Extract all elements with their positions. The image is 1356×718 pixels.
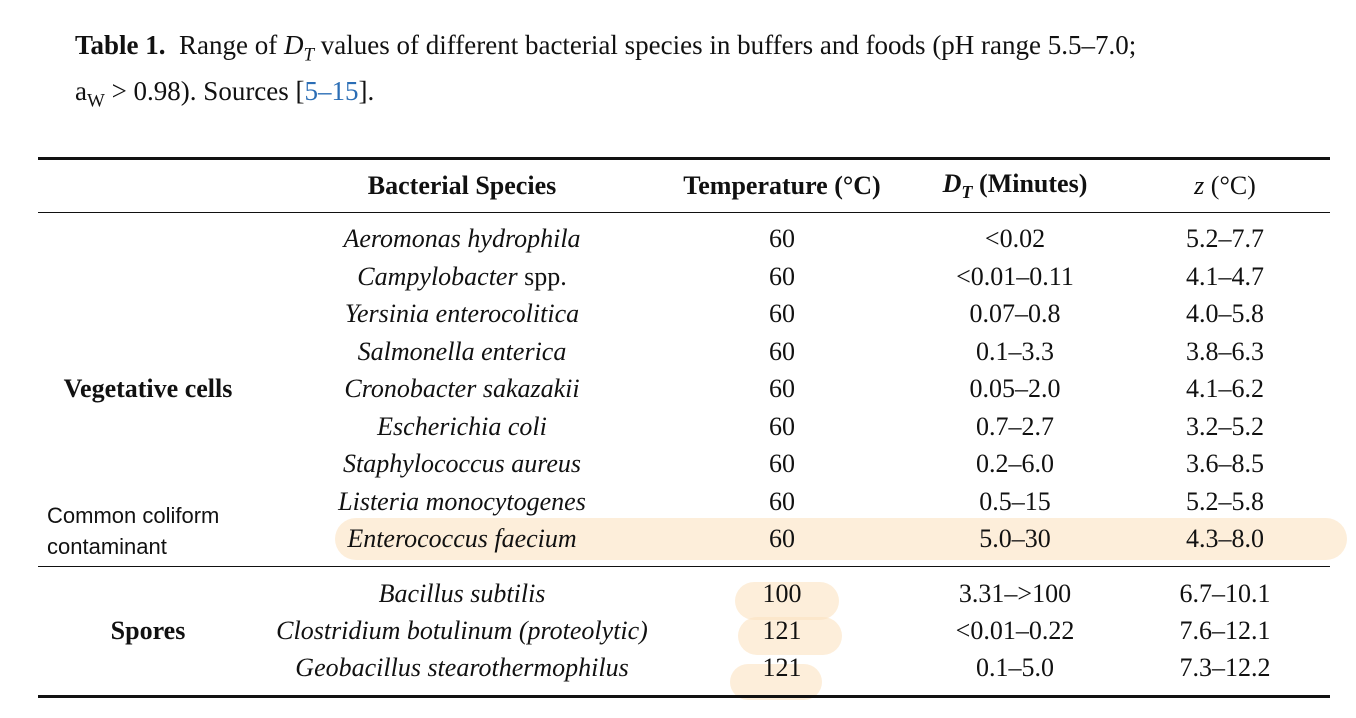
cell-species: Clostridium botulinum (proteolytic) — [276, 616, 648, 646]
annotation-line2: contaminant — [47, 534, 167, 559]
cell-species: Bacillus subtilis — [379, 579, 546, 609]
aw-symbol: a — [75, 76, 87, 106]
annotation-line1: Common coliform — [47, 503, 220, 528]
cell-species: Salmonella enterica — [358, 337, 567, 367]
cell-species: Staphylococcus aureus — [343, 449, 581, 479]
cell-temperature: 60 — [769, 299, 795, 328]
caption-text-rest: values of different bacterial species in… — [314, 30, 1137, 60]
cell-dt: 0.7–2.7 — [976, 412, 1054, 441]
group-label-vegetative: Vegetative cells — [63, 374, 233, 403]
species-name: Escherichia coli — [377, 412, 547, 441]
table-caption-line2: aW > 0.98). Sources [5–15]. — [75, 78, 374, 111]
cell-z: 3.8–6.3 — [1186, 337, 1264, 366]
caption-label: Table 1. — [75, 30, 166, 60]
temp-highlight-geobacillus — [730, 664, 822, 700]
species-name: Salmonella enterica — [357, 337, 567, 366]
cell-species: Cronobacter sakazakii — [344, 374, 579, 404]
cell-dt: 0.07–0.8 — [969, 299, 1061, 328]
species-name: Staphylococcus aureus — [342, 449, 582, 478]
cell-dt: <0.02 — [984, 224, 1046, 253]
header-species: Bacterial Species — [367, 171, 557, 200]
cell-species: Campylobacter spp. — [357, 262, 566, 292]
cell-temperature: 60 — [769, 449, 795, 478]
cell-dt: <0.01–0.11 — [956, 262, 1074, 291]
caption-text: Range of — [179, 30, 285, 60]
cell-z: 4.1–4.7 — [1186, 262, 1264, 291]
species-name: Aeromonas hydrophila — [343, 224, 581, 253]
cell-z: 4.3–8.0 — [1186, 524, 1264, 553]
cell-species: Enterococcus faecium — [347, 524, 576, 554]
aw-subscript: W — [86, 90, 105, 112]
group-label-spores: Spores — [110, 616, 186, 645]
species-name: Clostridium botulinum (proteolytic) — [276, 616, 648, 645]
annotation-common-coliform: Common coliform contaminant — [47, 500, 219, 562]
cell-temperature: 60 — [769, 487, 795, 516]
cell-z: 7.6–12.1 — [1179, 616, 1271, 645]
species-name: Bacillus subtilis — [378, 579, 546, 608]
species-name: Cronobacter sakazakii — [344, 374, 580, 403]
cell-temperature: 100 — [762, 579, 802, 608]
cell-z: 4.1–6.2 — [1186, 374, 1264, 403]
temp-highlight-clostridium — [738, 617, 842, 655]
cell-z: 6.7–10.1 — [1179, 579, 1271, 608]
cell-dt: 0.05–2.0 — [969, 374, 1061, 403]
table-top-rule — [38, 157, 1330, 160]
cell-species: Geobacillus stearothermophilus — [295, 653, 628, 683]
cell-temperature: 121 — [762, 653, 802, 682]
header-z-unit: (°C) — [1204, 171, 1256, 200]
reference-link[interactable]: 5–15 — [304, 76, 359, 106]
caption-line2-text: > 0.98). Sources [ — [104, 76, 305, 106]
cell-dt: 0.1–5.0 — [976, 653, 1054, 682]
table-bottom-rule — [38, 695, 1330, 698]
cell-temperature: 60 — [769, 412, 795, 441]
cell-species: Escherichia coli — [377, 412, 547, 442]
cell-temperature: 60 — [769, 224, 795, 253]
cell-species: Listeria monocytogenes — [338, 487, 586, 517]
cell-z: 7.3–12.2 — [1179, 653, 1271, 682]
cell-temperature: 60 — [769, 524, 795, 553]
caption-line2-end: ]. — [358, 76, 375, 106]
cell-z: 3.6–8.5 — [1186, 449, 1264, 478]
cell-species: Yersinia enterocolitica — [345, 299, 579, 329]
cell-dt: 5.0–30 — [979, 524, 1051, 553]
species-suffix: spp. — [517, 262, 567, 291]
species-name: Geobacillus stearothermophilus — [295, 653, 629, 682]
cell-dt: 0.1–3.3 — [976, 337, 1054, 366]
species-name: Enterococcus faecium — [347, 524, 577, 553]
cell-z: 5.2–5.8 — [1186, 487, 1264, 516]
row-highlight-enterococcus — [335, 518, 1347, 560]
cell-dt: 0.2–6.0 — [976, 449, 1054, 478]
dt-symbol: D — [284, 30, 304, 60]
species-name: Campylobacter — [357, 262, 518, 291]
header-dt-subscript: T — [961, 182, 973, 203]
cell-dt: 3.31–>100 — [958, 579, 1072, 608]
temp-highlight-bacillus — [735, 582, 839, 620]
group-divider-rule — [38, 566, 1330, 567]
cell-temperature: 121 — [762, 616, 802, 645]
cell-temperature: 60 — [769, 337, 795, 366]
table-caption-line1: Table 1. Range of DT values of different… — [75, 32, 1136, 65]
header-dt-unit: (Minutes) — [972, 168, 1088, 198]
header-z: z (°C) — [1194, 171, 1256, 201]
species-name: Listeria monocytogenes — [338, 487, 586, 516]
header-dt-symbol: D — [942, 168, 962, 198]
cell-z: 4.0–5.8 — [1186, 299, 1264, 328]
cell-species: Aeromonas hydrophila — [343, 224, 580, 254]
cell-z: 3.2–5.2 — [1186, 412, 1264, 441]
header-temperature: Temperature (°C) — [683, 171, 881, 200]
cell-temperature: 60 — [769, 374, 795, 403]
species-name: Yersinia enterocolitica — [344, 299, 580, 328]
cell-z: 5.2–7.7 — [1186, 224, 1264, 253]
header-dt: DT (Minutes) — [943, 169, 1088, 203]
dt-subscript: T — [303, 44, 315, 66]
header-rule — [38, 212, 1330, 213]
cell-temperature: 60 — [769, 262, 795, 291]
cell-dt: 0.5–15 — [979, 487, 1051, 516]
header-z-symbol: z — [1194, 171, 1205, 200]
cell-dt: <0.01–0.22 — [955, 616, 1075, 645]
